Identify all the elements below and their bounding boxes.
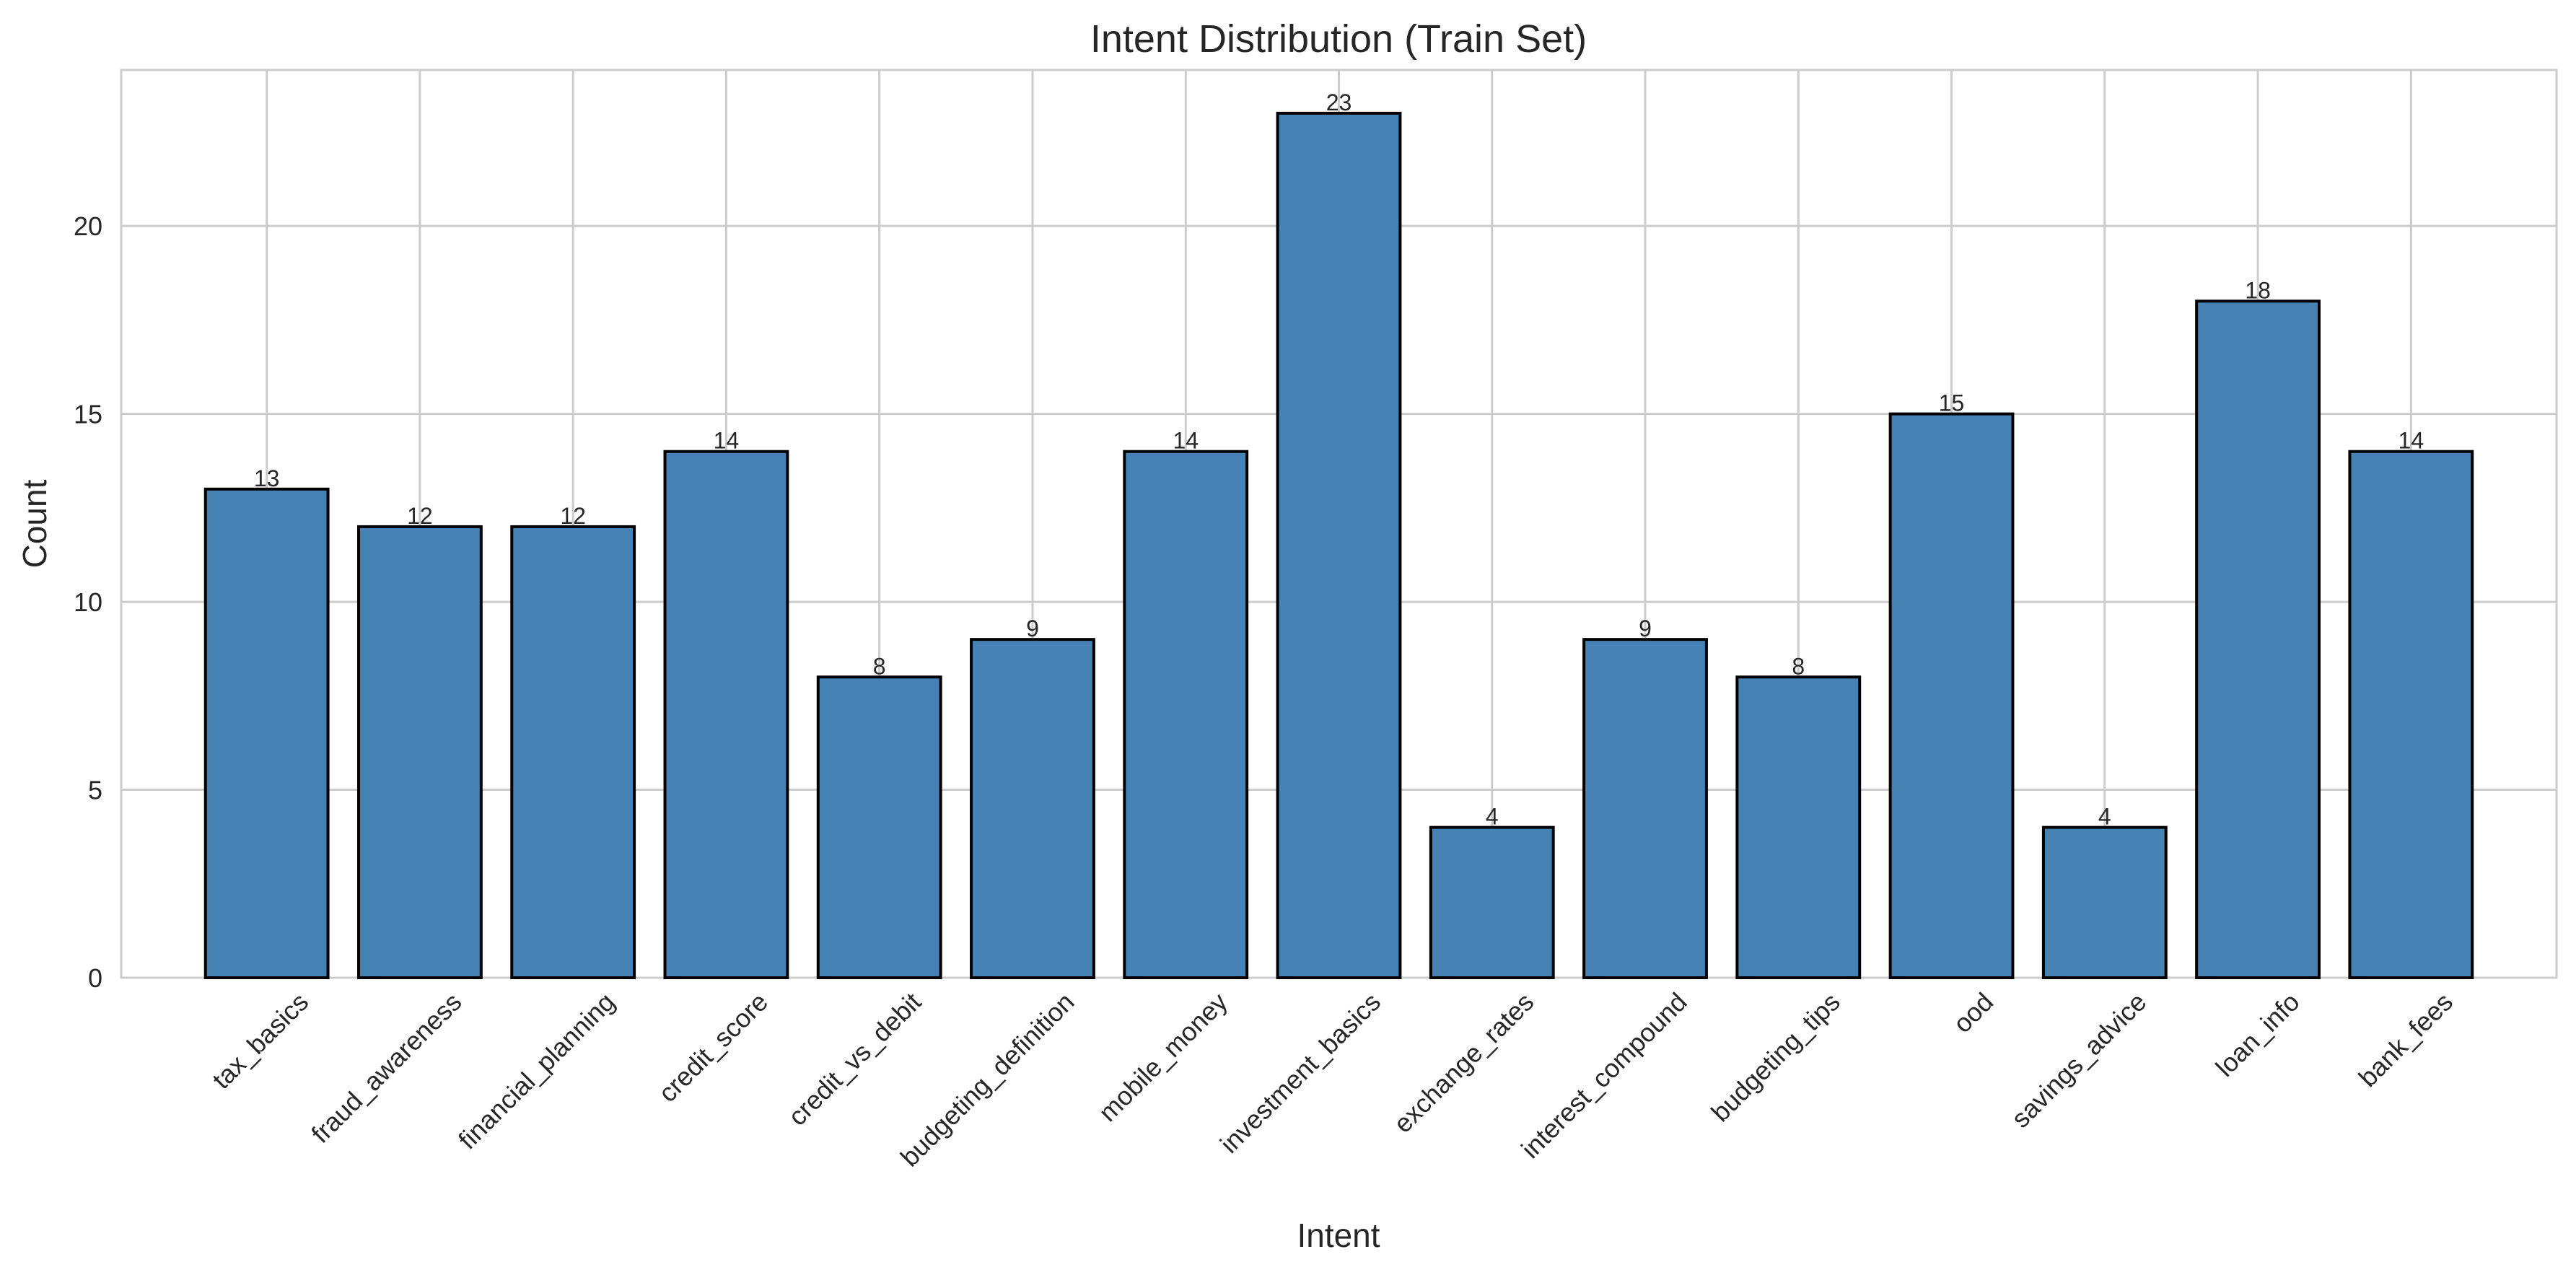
bar bbox=[816, 675, 942, 980]
bar-value-label: 8 bbox=[873, 653, 886, 679]
y-tick-label: 20 bbox=[74, 211, 102, 241]
bars bbox=[203, 111, 2474, 980]
y-tick-label: 0 bbox=[88, 963, 102, 993]
chart-title: Intent Distribution (Train Set) bbox=[1090, 17, 1587, 61]
x-tick-label: investment_basics bbox=[1214, 987, 1386, 1159]
x-tick-label: credit_score bbox=[652, 987, 774, 1108]
bar bbox=[663, 450, 789, 979]
bar-value-label: 9 bbox=[1639, 615, 1652, 641]
bar-value-label: 14 bbox=[2398, 428, 2424, 454]
bar-value-label: 14 bbox=[714, 428, 740, 454]
y-tick-label: 5 bbox=[88, 776, 102, 805]
bar bbox=[1276, 111, 1402, 979]
x-tick-label: mobile_money bbox=[1092, 987, 1233, 1128]
y-axis-title: Count bbox=[16, 479, 53, 568]
bar bbox=[1735, 675, 1862, 980]
x-tick-label: financial_planning bbox=[452, 987, 621, 1155]
x-axis-title: Intent bbox=[1297, 1217, 1380, 1254]
x-tick-label: bank_fees bbox=[2353, 987, 2458, 1092]
bar bbox=[970, 638, 1095, 979]
bar-value-label: 8 bbox=[1792, 653, 1805, 679]
x-tick-label: exchange_rates bbox=[1388, 987, 1539, 1139]
bar-value-label: 12 bbox=[407, 503, 433, 529]
bar-value-label: 23 bbox=[1326, 89, 1352, 115]
bar bbox=[2041, 825, 2168, 980]
y-tick-label: 15 bbox=[74, 400, 102, 429]
bar-value-label: 18 bbox=[2245, 277, 2271, 303]
x-tick-label: tax_basics bbox=[206, 987, 314, 1095]
x-tick-label: credit_vs_debit bbox=[782, 987, 926, 1131]
bar-value-label: 9 bbox=[1026, 615, 1039, 641]
bar bbox=[1582, 638, 1708, 979]
data-labels: 13 12 12 14 8 9 14 23 4 9 8 15 4 18 14 bbox=[254, 89, 2424, 830]
bar bbox=[510, 525, 636, 979]
bar-value-label: 4 bbox=[2098, 804, 2111, 830]
bar bbox=[2348, 450, 2474, 979]
bar bbox=[203, 487, 330, 979]
bar-value-label: 15 bbox=[1939, 390, 1965, 416]
bar-value-label: 12 bbox=[560, 503, 586, 529]
y-tick-label: 10 bbox=[74, 587, 102, 617]
bar-value-label: 4 bbox=[1486, 804, 1499, 830]
x-tick-label: savings_advice bbox=[2005, 987, 2152, 1134]
bar bbox=[1123, 450, 1249, 979]
x-tick-label: loan_info bbox=[2209, 987, 2305, 1082]
bar bbox=[1429, 825, 1555, 980]
bar bbox=[357, 525, 483, 979]
bar-value-label: 13 bbox=[254, 465, 280, 491]
bar-value-label: 14 bbox=[1173, 428, 1199, 454]
x-tick-label: fraud_awareness bbox=[305, 987, 467, 1149]
x-tick-label: budgeting_tips bbox=[1705, 987, 1846, 1128]
bar bbox=[1888, 412, 2015, 979]
bar bbox=[2195, 299, 2321, 980]
x-tick-label: budgeting_definition bbox=[895, 987, 1080, 1173]
x-tick-labels: tax_basicsfraud_awarenessfinancial_plann… bbox=[206, 987, 2458, 1173]
x-tick-label: interest_compound bbox=[1515, 987, 1693, 1165]
y-tick-labels: 0 5 10 15 20 bbox=[74, 211, 102, 993]
x-tick-label: ood bbox=[1948, 987, 1999, 1038]
